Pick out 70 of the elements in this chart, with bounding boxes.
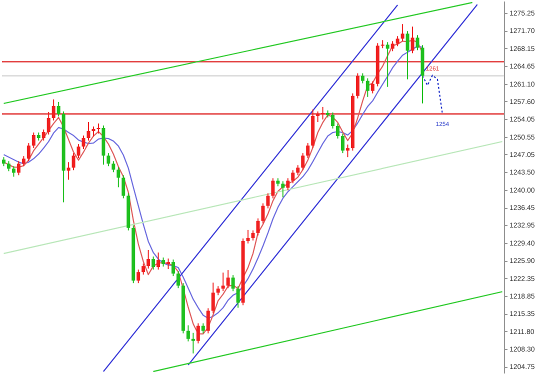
candlestick [281,180,285,198]
candlestick [86,121,90,142]
candlestick [22,156,26,167]
candlestick [196,322,200,344]
candlestick [216,286,220,296]
candlestick [112,160,116,173]
candlestick [6,160,10,172]
candlestick [346,144,350,158]
candlestick [76,144,80,159]
candlestick [316,110,320,122]
candlestick [340,133,344,154]
candlestick [166,258,170,270]
candlestick [26,142,30,162]
candlestick [66,162,70,180]
candlestick [231,274,235,292]
candlestick [116,166,120,188]
candlestick [236,286,240,308]
candlestick [221,272,225,292]
candlestick [142,263,146,276]
candlestick [156,252,160,270]
candlestick [331,112,335,130]
candlestick [146,250,150,270]
candlestick [226,270,230,289]
candlestick [16,160,20,176]
candlestick [291,170,295,184]
candlestick [136,269,140,284]
candlestick [46,111,50,136]
candlestick [356,72,360,99]
candlestick [106,152,110,167]
candlestick [336,122,340,140]
candlestick [261,202,265,224]
candlestick [171,259,175,277]
candlestick [122,174,126,199]
candlestick [256,218,260,236]
candlestick [271,178,275,199]
candlestick [366,78,370,98]
candlestick [176,270,180,289]
candlestick [386,42,390,88]
candlestick [92,126,96,138]
candlestick [360,72,364,84]
candlestick [152,256,156,270]
candlestick [201,322,205,334]
candlestick [400,24,404,42]
candlestick [186,324,190,342]
candlestick [410,26,414,54]
candlestick [42,129,46,142]
candlestick [296,164,300,176]
candlestick [82,135,86,150]
candlestick [191,332,195,354]
candlestick [286,178,290,191]
candlestick [12,166,16,178]
candlestick [306,142,310,159]
candlestick [211,282,215,314]
candlestick [32,132,36,149]
candlestick [370,80,374,94]
candlestick [96,122,100,134]
candlestick [266,192,270,209]
candlestick [56,101,60,117]
candlestick [206,308,210,334]
candlestick [72,152,76,171]
candlestick [52,98,56,121]
candlestick [390,40,394,52]
candlestick [396,36,400,47]
candlestick [162,257,166,268]
candlestick [416,34,420,51]
candlestick [321,106,325,120]
candlestick [406,30,410,80]
candlestick [301,152,305,171]
candlestick [246,229,250,244]
candlestick [2,156,6,167]
